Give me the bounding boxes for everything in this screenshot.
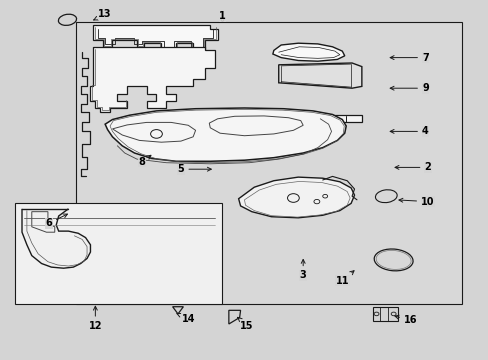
Text: 6: 6	[45, 214, 67, 228]
Polygon shape	[156, 115, 361, 122]
Text: 2: 2	[394, 162, 430, 172]
Text: 3: 3	[299, 260, 306, 280]
Polygon shape	[144, 130, 159, 140]
Text: 9: 9	[389, 83, 428, 93]
Polygon shape	[93, 25, 217, 50]
Text: 13: 13	[94, 9, 112, 20]
Bar	[76, 22, 461, 304]
Polygon shape	[238, 177, 354, 218]
Text: 16: 16	[394, 315, 417, 325]
Polygon shape	[278, 63, 361, 88]
Text: 12: 12	[88, 306, 102, 331]
Text: 11: 11	[335, 271, 353, 286]
Text: 8: 8	[138, 155, 151, 167]
Polygon shape	[272, 43, 344, 61]
Polygon shape	[90, 47, 215, 112]
Text: 15: 15	[237, 317, 253, 331]
Text: 5: 5	[177, 164, 211, 174]
Polygon shape	[105, 108, 346, 161]
Bar	[15, 203, 222, 304]
Text: 1: 1	[219, 11, 225, 22]
Text: 14: 14	[177, 314, 195, 324]
Text: 10: 10	[398, 197, 434, 207]
Text: 7: 7	[389, 53, 428, 63]
Text: 4: 4	[389, 126, 428, 136]
Polygon shape	[22, 209, 90, 268]
